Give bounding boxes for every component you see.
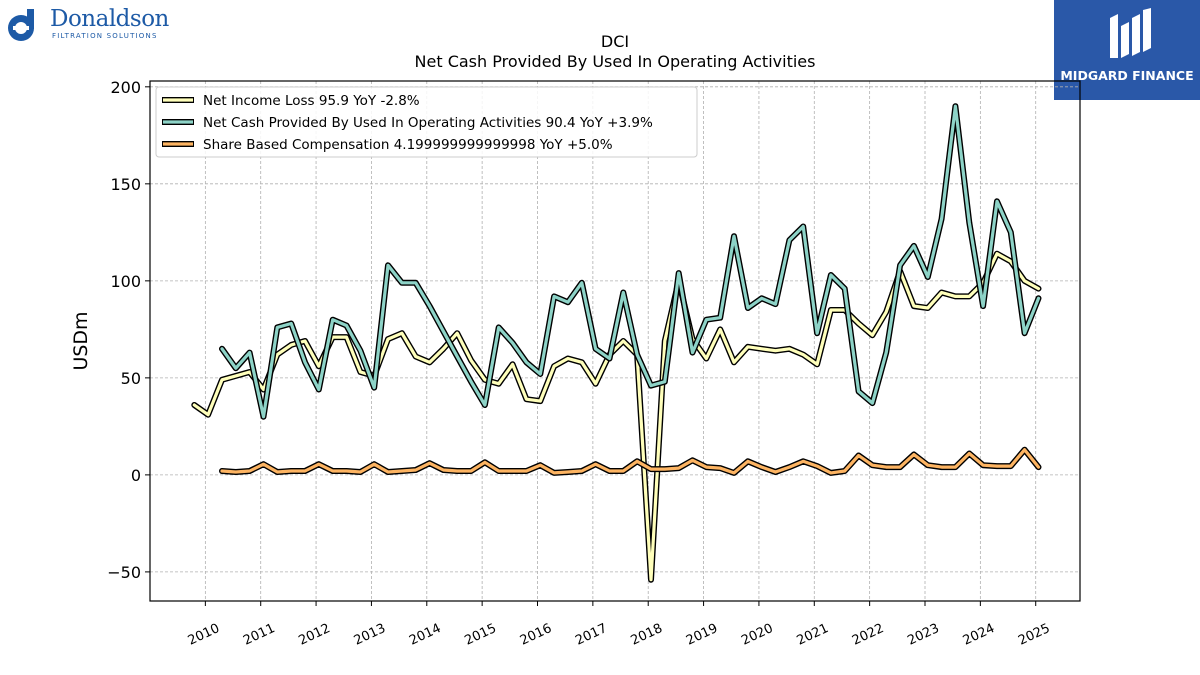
y-tick-label: 150 — [110, 175, 141, 194]
y-tick-label: 200 — [110, 78, 141, 97]
midgard-logo: MIDGARD FINANCE — [1054, 0, 1200, 100]
series-line — [220, 448, 1041, 475]
x-tick-label: 2024 — [961, 621, 997, 649]
midgard-name: MIDGARD FINANCE — [1060, 68, 1194, 83]
x-tick-label: 2012 — [296, 621, 332, 649]
plot-frame — [149, 80, 1081, 602]
grid — [150, 81, 1080, 601]
x-tick-label: 2023 — [905, 621, 941, 649]
x-tick-label: 2010 — [186, 621, 222, 649]
y-tick-label: −50 — [107, 563, 141, 582]
donaldson-logo: Donaldson FILTRATION SOLUTIONS — [4, 4, 184, 44]
chart-subtitle: Net Cash Provided By Used In Operating A… — [414, 52, 816, 71]
brand-name: Donaldson — [50, 6, 169, 32]
x-tick-label: 2022 — [850, 621, 886, 649]
x-tick-label: 2015 — [462, 621, 498, 649]
x-tick-label: 2017 — [573, 621, 609, 649]
x-tick-label: 2013 — [352, 621, 388, 649]
chart-title: DCI — [600, 32, 630, 51]
legend-box — [155, 86, 698, 158]
series-line — [220, 104, 1041, 419]
legend-label: Net Cash Provided By Used In Operating A… — [203, 115, 653, 131]
y-axis-label: USDm — [70, 311, 92, 370]
donaldson-d-icon — [8, 9, 34, 41]
x-tick-label: 2011 — [241, 621, 277, 649]
series-line — [192, 252, 1041, 582]
x-tick-label: 2019 — [684, 621, 720, 649]
x-tick-label: 2020 — [739, 621, 775, 649]
legend: Net Income Loss 95.9 YoY -2.8% Net Cash P… — [155, 86, 698, 158]
legend-label: Share Based Compensation 4.1999999999999… — [203, 137, 613, 153]
x-tick-label: 2014 — [407, 621, 443, 649]
x-tick-label: 2018 — [629, 621, 665, 649]
x-tick-label: 2016 — [518, 621, 554, 649]
midgard-m-icon — [1110, 8, 1151, 58]
series-lines — [191, 103, 1042, 583]
brand-tagline: FILTRATION SOLUTIONS — [52, 32, 158, 40]
y-tick-label: 100 — [110, 272, 141, 291]
x-tick-label: 2021 — [795, 621, 831, 649]
x-tick-label: 2025 — [1016, 621, 1052, 649]
y-tick-label: 0 — [131, 466, 141, 485]
legend-label: Net Income Loss 95.9 YoY -2.8% — [203, 93, 420, 109]
y-tick-label: 50 — [121, 369, 141, 388]
